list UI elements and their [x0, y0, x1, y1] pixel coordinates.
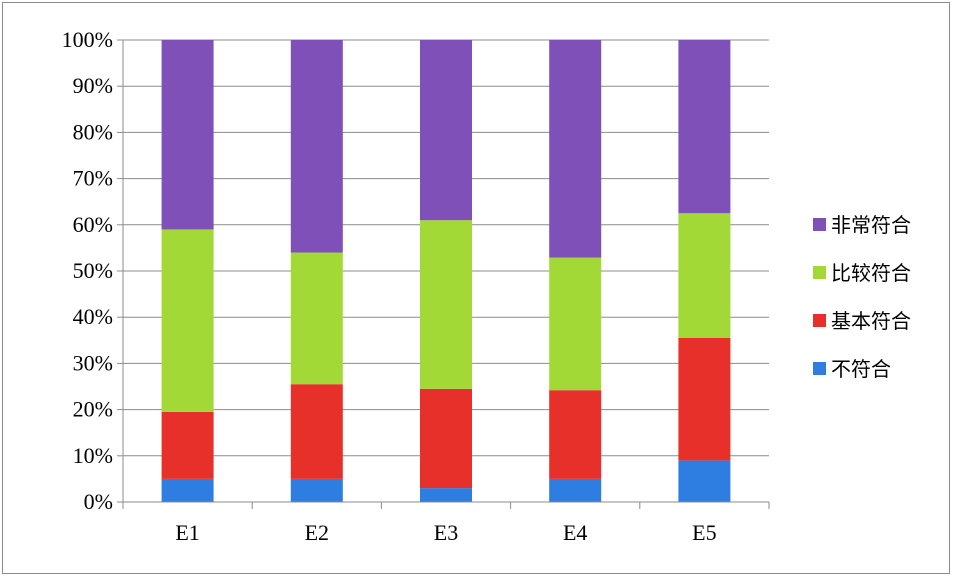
bar-segment: [549, 478, 602, 502]
legend-swatch: [813, 218, 826, 231]
y-tick-label: 40%: [73, 304, 113, 329]
x-tick-label: E4: [563, 520, 587, 545]
y-tick-label: 10%: [73, 443, 113, 468]
bar-segment: [420, 388, 472, 489]
legend-swatch: [813, 314, 826, 327]
bar-segment: [161, 478, 214, 502]
x-tick-label: E3: [434, 520, 458, 545]
bar-segment: [678, 213, 731, 338]
y-tick-label: 90%: [73, 73, 113, 98]
y-tick-label: 80%: [73, 119, 113, 144]
y-tick-label: 70%: [73, 166, 113, 191]
bar-segment: [290, 384, 343, 479]
y-tick-label: 20%: [73, 397, 113, 422]
y-tick-label: 30%: [73, 350, 113, 375]
legend-swatch: [813, 266, 826, 279]
bar-segment: [290, 40, 343, 253]
bar-segment: [549, 257, 602, 391]
bar-segment: [549, 40, 602, 258]
bar-segment: [678, 337, 731, 461]
legend-label: 基本符合: [831, 309, 911, 333]
bar-segment: [290, 478, 343, 502]
bars: [161, 40, 731, 502]
legend-label: 比较符合: [831, 261, 911, 285]
y-tick-labels: 0% 10% 20% 30% 40% 50% 60% 70% 80% 90% 100%: [62, 27, 113, 514]
bar-segment: [420, 220, 472, 389]
legend-swatch: [813, 362, 826, 375]
legend-label: 非常符合: [831, 213, 911, 237]
y-tick-label: 50%: [73, 258, 113, 283]
bar-segment: [678, 460, 731, 502]
bar-segment: [161, 411, 214, 479]
x-tick-label: E2: [305, 520, 329, 545]
y-tick-label: 0%: [84, 489, 113, 514]
x-tick-label: E1: [175, 520, 199, 545]
bar-segment: [678, 40, 731, 214]
bar-segment: [161, 229, 214, 412]
x-tick-label: E5: [692, 520, 716, 545]
bar-segment: [549, 390, 602, 479]
bar-segment: [420, 488, 472, 502]
x-tick-labels: E1 E2 E3 E4 E5: [175, 520, 716, 545]
bar-segment: [290, 252, 343, 385]
legend-label: 不符合: [831, 357, 891, 381]
axes: [117, 39, 770, 509]
y-tick-label: 60%: [73, 212, 113, 237]
stacked-percent-bar-chart: 0% 10% 20% 30% 40% 50% 60% 70% 80% 90% 100% E1 E2 E3…: [62, 27, 911, 545]
y-tick-label: 100%: [62, 27, 113, 52]
bar-segment: [161, 40, 214, 230]
bar-segment: [420, 40, 472, 221]
